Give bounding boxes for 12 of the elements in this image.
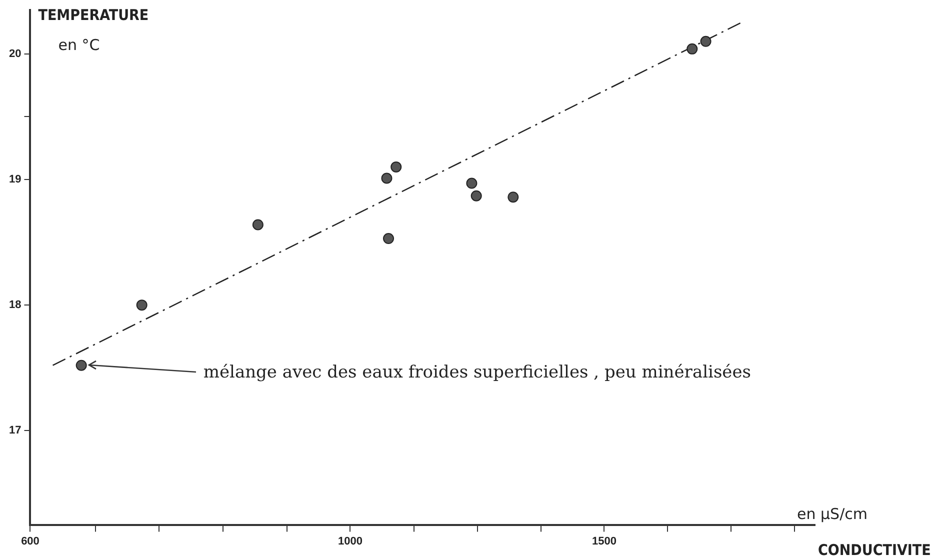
- annotation: mélange avec des eaux froides superficielles , peu minéralisées: [203, 362, 752, 382]
- x-tick-label: 1000: [338, 535, 362, 548]
- y-tick-label: 17: [8, 424, 22, 437]
- x-axis-title: CONDUCTIVITE: [818, 540, 931, 559]
- x-tick-label: 1500: [592, 535, 616, 548]
- y-tick-label: 19: [8, 174, 22, 186]
- x-tick-label: 600: [21, 535, 40, 548]
- y-tick-label: 20: [8, 48, 22, 60]
- y-axis-title: TEMPERATURE: [38, 6, 149, 24]
- annotation: en °C: [58, 36, 100, 54]
- y-tick-label: 18: [8, 299, 22, 312]
- annotation: en µS/cm: [797, 504, 868, 523]
